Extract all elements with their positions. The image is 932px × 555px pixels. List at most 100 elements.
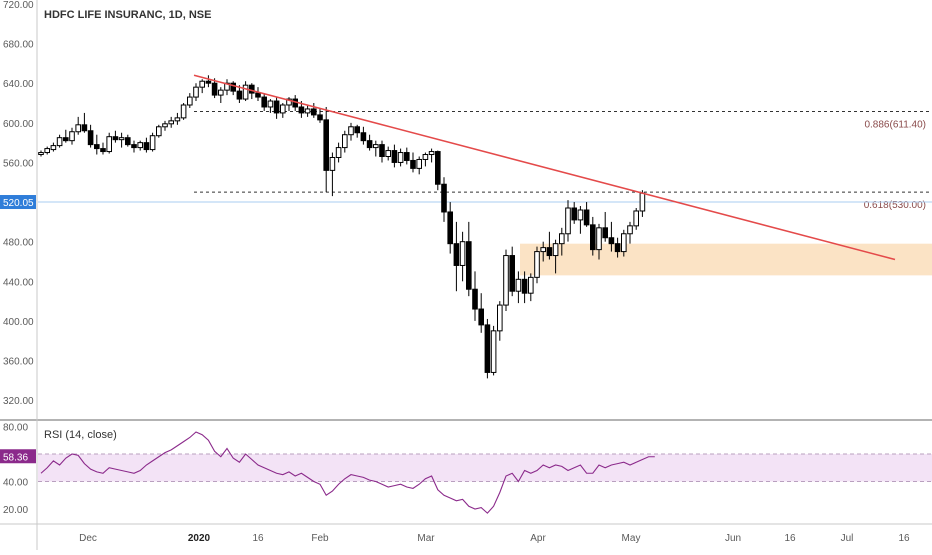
candle-down[interactable] xyxy=(379,144,385,158)
candle-up[interactable] xyxy=(373,144,379,149)
candle-up[interactable] xyxy=(515,278,522,292)
candle-down[interactable] xyxy=(112,136,119,141)
candle-down[interactable] xyxy=(583,209,590,226)
candle-down[interactable] xyxy=(546,247,553,257)
candle-up[interactable] xyxy=(633,210,640,227)
candle-up[interactable] xyxy=(540,247,547,253)
candle-up[interactable] xyxy=(137,142,143,149)
candle-up[interactable] xyxy=(75,124,82,133)
candle-up[interactable] xyxy=(348,126,354,136)
candle-up[interactable] xyxy=(459,241,466,266)
candle-up[interactable] xyxy=(577,209,584,221)
chart-title: HDFC LIFE INSURANC, 1D, NSE xyxy=(44,9,211,21)
candle-down[interactable] xyxy=(435,151,441,185)
candle-down[interactable] xyxy=(94,144,100,150)
candle-up[interactable] xyxy=(218,89,224,96)
candle-up[interactable] xyxy=(565,207,571,235)
candle-down[interactable] xyxy=(323,119,329,171)
candle-up[interactable] xyxy=(534,251,540,278)
candle-up[interactable] xyxy=(180,104,187,119)
candle-up[interactable] xyxy=(342,134,348,149)
candle-down[interactable] xyxy=(81,124,88,132)
candle-down[interactable] xyxy=(608,237,615,245)
candle-up[interactable] xyxy=(329,156,336,171)
candle-down[interactable] xyxy=(131,144,137,149)
candle-up[interactable] xyxy=(174,117,181,122)
candle-down[interactable] xyxy=(255,92,261,98)
candle-down[interactable] xyxy=(602,227,609,239)
candle-up[interactable] xyxy=(280,104,286,114)
candle-down[interactable] xyxy=(211,82,218,96)
candle-down[interactable] xyxy=(509,255,515,292)
candle-down[interactable] xyxy=(410,159,416,169)
candle-up[interactable] xyxy=(118,137,125,141)
candle-up[interactable] xyxy=(490,330,497,373)
candle-down[interactable] xyxy=(125,137,131,146)
candle-up[interactable] xyxy=(193,86,199,98)
candle-up[interactable] xyxy=(528,276,534,294)
candle-down[interactable] xyxy=(311,108,317,116)
candle-down[interactable] xyxy=(391,150,398,163)
candle-up[interactable] xyxy=(639,192,646,212)
candle-down[interactable] xyxy=(472,288,478,310)
candle-up[interactable] xyxy=(596,227,602,251)
candle-down[interactable] xyxy=(447,211,453,245)
candle-up[interactable] xyxy=(416,158,422,169)
candle-down[interactable] xyxy=(441,183,447,213)
candle-up[interactable] xyxy=(56,137,63,147)
candle-up[interactable] xyxy=(627,225,633,235)
candle-up[interactable] xyxy=(552,243,559,257)
candle-down[interactable] xyxy=(317,114,323,121)
candle-up[interactable] xyxy=(385,150,391,158)
candle-up[interactable] xyxy=(335,147,342,158)
candle-down[interactable] xyxy=(478,308,484,326)
candle-down[interactable] xyxy=(571,207,578,221)
candle-up[interactable] xyxy=(50,145,57,151)
candle-down[interactable] xyxy=(143,142,150,151)
candle-down[interactable] xyxy=(354,126,360,134)
candle-down[interactable] xyxy=(273,100,280,114)
candle-up[interactable] xyxy=(162,123,168,128)
candle-up[interactable] xyxy=(187,96,193,106)
candle-up[interactable] xyxy=(149,135,156,151)
candle-down[interactable] xyxy=(590,224,596,251)
candle-up[interactable] xyxy=(559,233,565,245)
candle-down[interactable] xyxy=(484,324,491,373)
candle-up[interactable] xyxy=(199,80,205,88)
candle-down[interactable] xyxy=(87,130,94,146)
candle-down[interactable] xyxy=(249,84,255,94)
candle-down[interactable] xyxy=(404,152,410,161)
candle-down[interactable] xyxy=(614,243,621,253)
candle-down[interactable] xyxy=(205,80,212,84)
candle-up[interactable] xyxy=(267,100,274,108)
candle-down[interactable] xyxy=(453,243,460,266)
candle-up[interactable] xyxy=(286,98,292,106)
candle-up[interactable] xyxy=(397,152,404,163)
candle-down[interactable] xyxy=(63,137,69,142)
candle-up[interactable] xyxy=(44,148,51,154)
resistance-trendline[interactable] xyxy=(193,74,896,261)
candle-up[interactable] xyxy=(168,120,174,125)
candle-up[interactable] xyxy=(106,136,113,153)
candle-down[interactable] xyxy=(236,90,243,100)
candle-up[interactable] xyxy=(304,108,311,114)
candle-down[interactable] xyxy=(360,132,367,142)
candle-down[interactable] xyxy=(366,140,373,149)
candle-down[interactable] xyxy=(298,106,305,114)
candle-up[interactable] xyxy=(497,304,503,332)
candle-up[interactable] xyxy=(503,255,509,306)
candle-up[interactable] xyxy=(69,131,75,142)
candle-down[interactable] xyxy=(230,82,236,92)
candle-up[interactable] xyxy=(242,84,249,100)
candle-down[interactable] xyxy=(521,278,528,294)
candle-up[interactable] xyxy=(422,154,429,160)
candle-up[interactable] xyxy=(156,126,162,137)
candle-down[interactable] xyxy=(100,148,106,153)
candle-up[interactable] xyxy=(428,151,435,156)
candle-up[interactable] xyxy=(38,152,44,156)
candle-up[interactable] xyxy=(621,233,627,253)
candle-down[interactable] xyxy=(261,96,267,108)
candle-down[interactable] xyxy=(466,241,472,290)
